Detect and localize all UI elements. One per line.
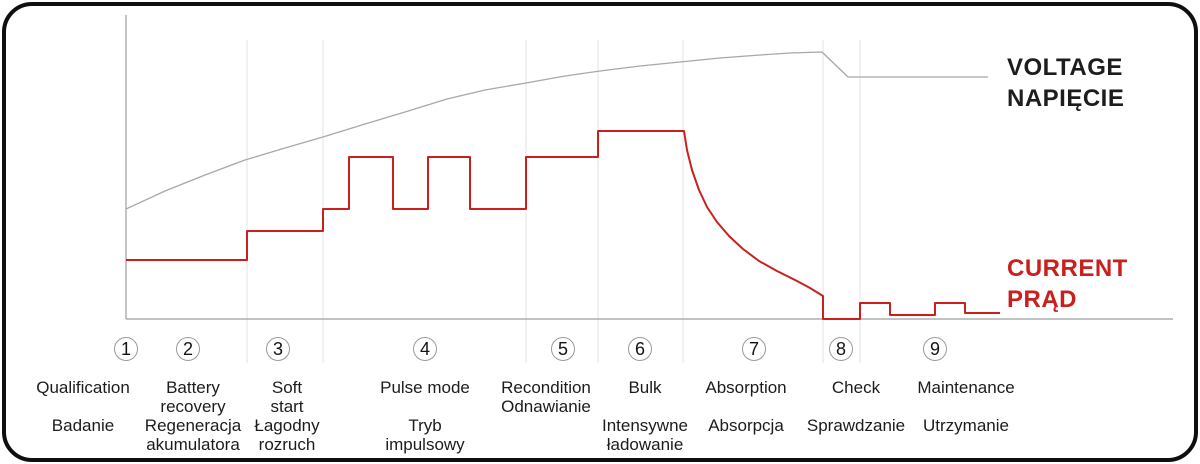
stage-label-line: Soft xyxy=(271,378,303,397)
voltage-label-pl: NAPIĘCIE xyxy=(1007,85,1125,112)
stage-label-line: Qualification xyxy=(36,378,130,397)
voltage-legend: VOLTAGE NAPIĘCIE xyxy=(1007,52,1124,114)
stage-label-line: Recondition xyxy=(501,378,591,397)
stage-number-circle: 1 xyxy=(114,337,138,361)
stage-number-circle: 9 xyxy=(923,337,947,361)
stage-label-line: Absorption xyxy=(705,378,787,397)
voltage-curve xyxy=(125,51,988,210)
stage-label-line: Tryb xyxy=(408,416,442,435)
stage-label-line: Absorpcja xyxy=(708,416,784,435)
current-legend: CURRENT PRĄD xyxy=(1007,253,1128,315)
stage-label-line: ładowanie xyxy=(606,435,684,454)
stage-number-circle: 7 xyxy=(742,337,766,361)
stage-number-circle: 2 xyxy=(176,337,200,361)
current-curve xyxy=(126,130,1000,320)
stage-label-line: Check xyxy=(831,378,881,397)
stage-label-line: Battery xyxy=(166,378,220,397)
stage-label-line: start xyxy=(270,397,304,416)
stage-number-circle: 8 xyxy=(829,337,853,361)
stage-number-circle: 5 xyxy=(551,337,575,361)
stage-label-line: rozruch xyxy=(258,435,316,454)
stage-label-line: Regeneracja xyxy=(144,416,242,435)
stage-label-line: Sprawdzanie xyxy=(806,416,906,435)
stage-label-line: Intensywne xyxy=(602,416,688,435)
stage-label-line: Łagodny xyxy=(254,416,320,435)
stage-number-circle: 3 xyxy=(266,337,290,361)
stage-label-line: Utrzymanie xyxy=(923,416,1009,435)
stage-label-line: Badanie xyxy=(51,416,115,435)
stage-label-line: recovery xyxy=(160,397,226,416)
stage-number-circle: 4 xyxy=(413,337,437,361)
stage-label-line: Maintenance xyxy=(917,378,1015,397)
stage-label-line: impulsowy xyxy=(385,435,465,454)
stage-label-line: akumulatora xyxy=(146,435,240,454)
stage-label-line: Bulk xyxy=(628,378,662,397)
stage-number-circle: 6 xyxy=(628,337,652,361)
current-label-en: CURRENT xyxy=(1007,255,1128,282)
current-label-pl: PRĄD xyxy=(1007,286,1078,313)
stage-label-line: Odnawianie xyxy=(501,397,591,416)
stage-label-line: Pulse mode xyxy=(380,378,470,397)
voltage-label-en: VOLTAGE xyxy=(1007,54,1123,81)
